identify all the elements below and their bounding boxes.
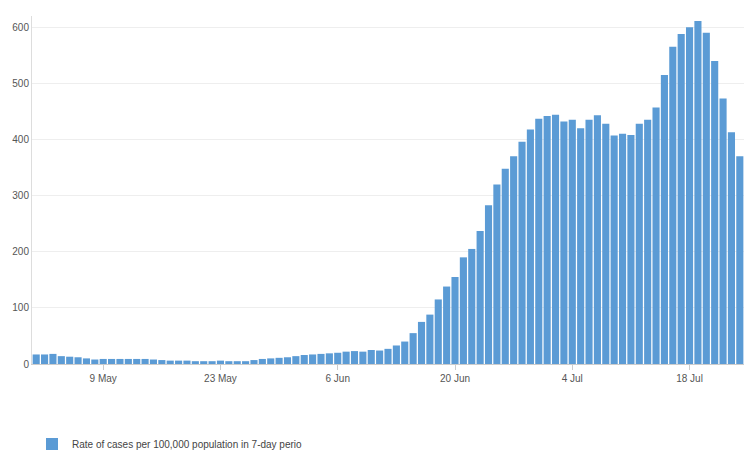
- svg-text:4 Jul: 4 Jul: [562, 373, 583, 384]
- svg-text:20 Jun: 20 Jun: [440, 373, 470, 384]
- svg-text:23 May: 23 May: [204, 373, 237, 384]
- svg-text:Rate of cases per 100,000 popu: Rate of cases per 100,000 population in …: [72, 439, 302, 450]
- svg-text:6 Jun: 6 Jun: [326, 373, 350, 384]
- svg-text:100: 100: [12, 302, 29, 313]
- svg-text:600: 600: [12, 22, 29, 33]
- svg-text:200: 200: [12, 246, 29, 257]
- svg-text:18 Jul: 18 Jul: [676, 373, 703, 384]
- svg-text:300: 300: [12, 190, 29, 201]
- svg-text:500: 500: [12, 78, 29, 89]
- svg-text:400: 400: [12, 134, 29, 145]
- svg-text:9 May: 9 May: [90, 373, 117, 384]
- svg-text:0: 0: [23, 359, 29, 370]
